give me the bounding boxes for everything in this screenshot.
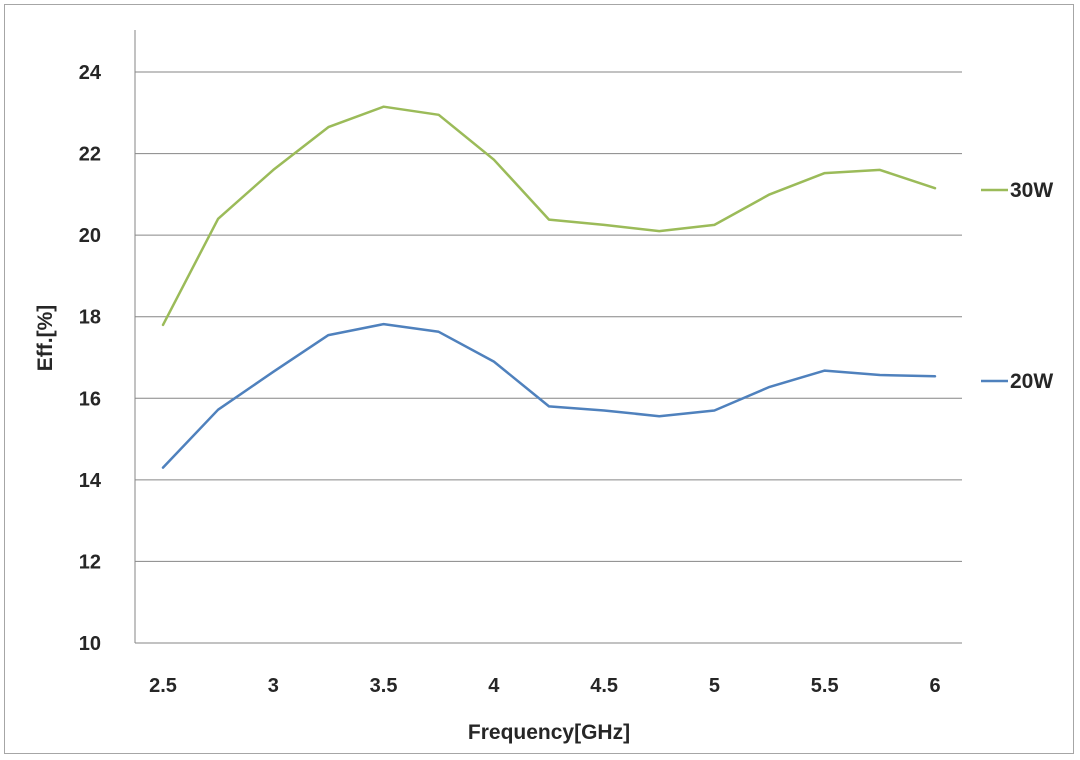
x-tick-label: 3.5 — [370, 675, 398, 697]
x-tick-label: 3 — [268, 675, 279, 697]
y-tick-label: 16 — [79, 388, 101, 410]
series-lines — [161, 105, 937, 469]
y-axis-title: Eff.[%] — [34, 305, 57, 372]
y-tick-label: 14 — [79, 470, 102, 492]
series-line-20W — [161, 322, 937, 469]
legend: 30W 20W — [981, 179, 1053, 393]
x-tick-label: 6 — [929, 675, 940, 697]
x-axis-title: Frequency[GHz] — [468, 721, 630, 744]
y-tick-label: 22 — [79, 144, 101, 166]
x-tick-label: 5 — [709, 675, 720, 697]
x-tick-label: 4 — [488, 675, 500, 697]
legend-label-20W: 20W — [1010, 370, 1053, 393]
x-tick-label: 2.5 — [149, 675, 177, 697]
y-tick-label: 20 — [79, 225, 101, 247]
y-tick-label: 18 — [79, 307, 101, 329]
x-tick-label: 4.5 — [590, 675, 618, 697]
y-tick-label: 24 — [79, 62, 102, 84]
chart-frame — [4, 4, 1074, 754]
y-tick-label: 10 — [79, 633, 101, 655]
y-tick-label: 12 — [79, 551, 101, 573]
axes — [134, 30, 962, 644]
series-line-30W — [161, 105, 937, 327]
x-tick-label: 5.5 — [811, 675, 839, 697]
gridlines — [135, 71, 962, 562]
tick-labels: 10 12 14 16 18 20 22 24 2.5 3 3.5 4 4.5 5 5.5 6 — [79, 62, 941, 697]
legend-label-30W: 30W — [1010, 179, 1053, 202]
